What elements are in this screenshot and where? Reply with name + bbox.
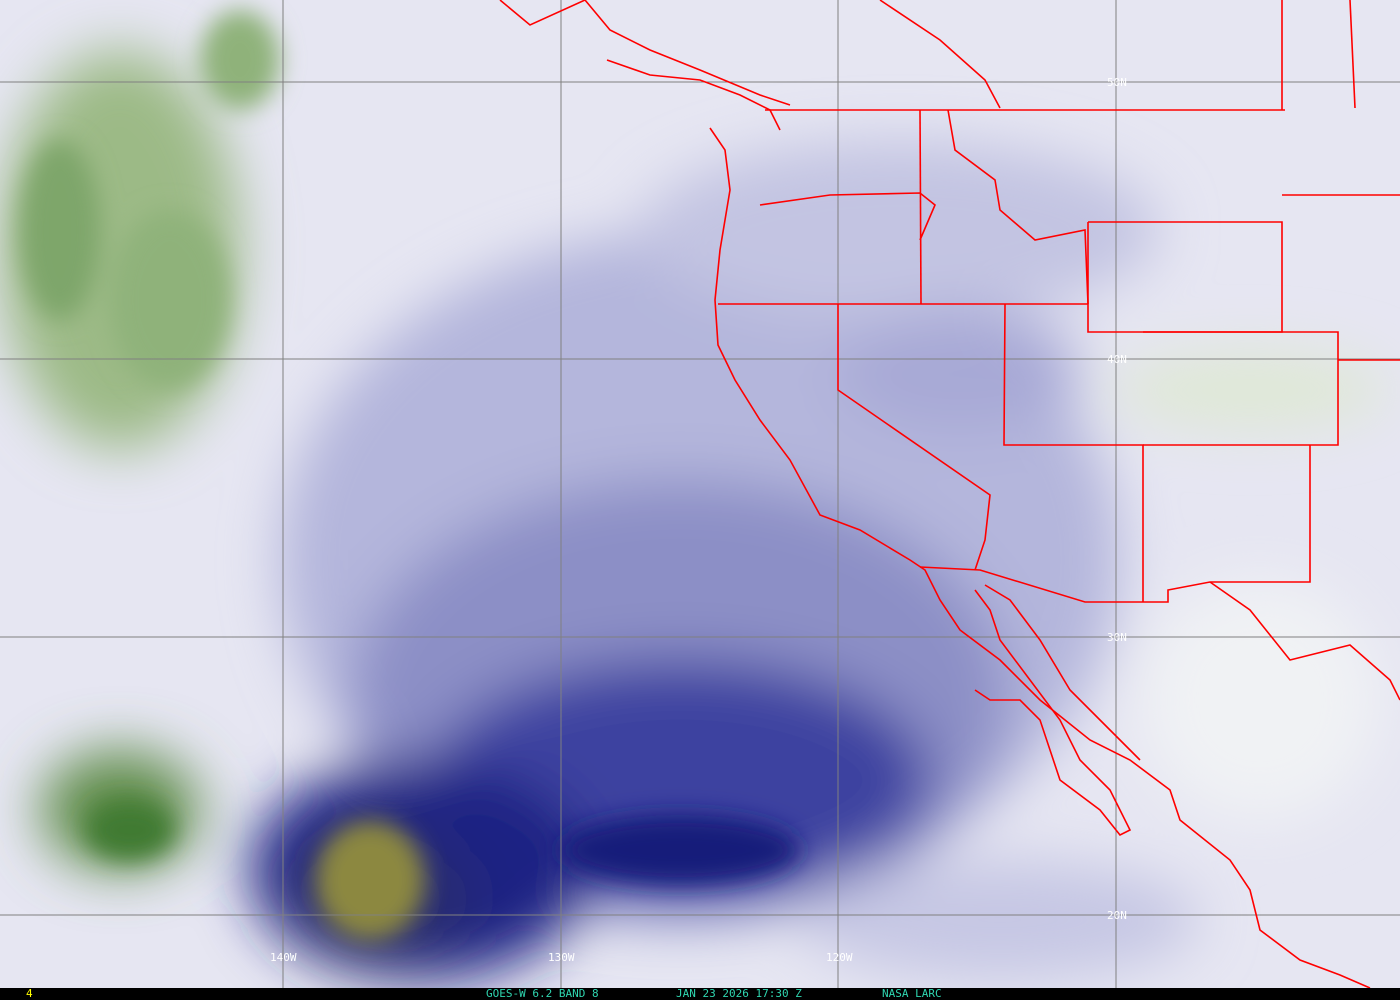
satellite-name: GOES-W xyxy=(486,987,526,1000)
timestamp: JAN 23 2026 17:30 Z xyxy=(676,988,802,1000)
idaho-montana-border xyxy=(947,109,1089,305)
lon-label-140w: 140W xyxy=(270,951,297,964)
lat-label-50n: 50N xyxy=(1107,76,1127,89)
satellite-channel: GOES-W 6.2 BAND 8 xyxy=(486,988,599,1000)
idaho-border xyxy=(919,109,922,305)
ca-nv-border xyxy=(837,304,991,571)
us-canada-border xyxy=(765,0,1285,111)
canada-coast xyxy=(499,0,791,106)
mexico-border xyxy=(1209,581,1400,701)
lat-label-20n: 20N xyxy=(1107,909,1127,922)
channel-name: 6.2 BAND 8 xyxy=(532,987,599,1000)
info-bar: 4 GOES-W 6.2 BAND 8 JAN 23 2026 17:30 Z … xyxy=(0,988,1400,1000)
lon-label-130w: 130W xyxy=(548,951,575,964)
political-borders xyxy=(499,0,1400,988)
nm-border xyxy=(919,445,1311,603)
alberta-sask-border xyxy=(1349,0,1356,109)
credit: NASA LARC xyxy=(882,987,942,1000)
grid-labels: 140W 130W 120W 50N 40N 30N 20N xyxy=(270,76,1127,964)
frame-number: 4 xyxy=(26,987,33,1000)
time: 17:30 Z xyxy=(755,987,802,1000)
lat-label-30n: 30N xyxy=(1107,631,1127,644)
ut-co-border xyxy=(1143,331,1339,446)
baja-california xyxy=(974,589,1132,837)
west-coast xyxy=(709,127,1371,988)
bc-alberta-border xyxy=(879,0,1001,109)
lon-label-120w: 120W xyxy=(826,951,853,964)
coastline-vancouver-island xyxy=(606,59,781,131)
nv-ut-border xyxy=(1003,303,1144,602)
date: JAN 23 2026 xyxy=(676,987,749,1000)
gulf-of-california-coast xyxy=(984,584,1141,761)
lat-label-40n: 40N xyxy=(1107,353,1127,366)
